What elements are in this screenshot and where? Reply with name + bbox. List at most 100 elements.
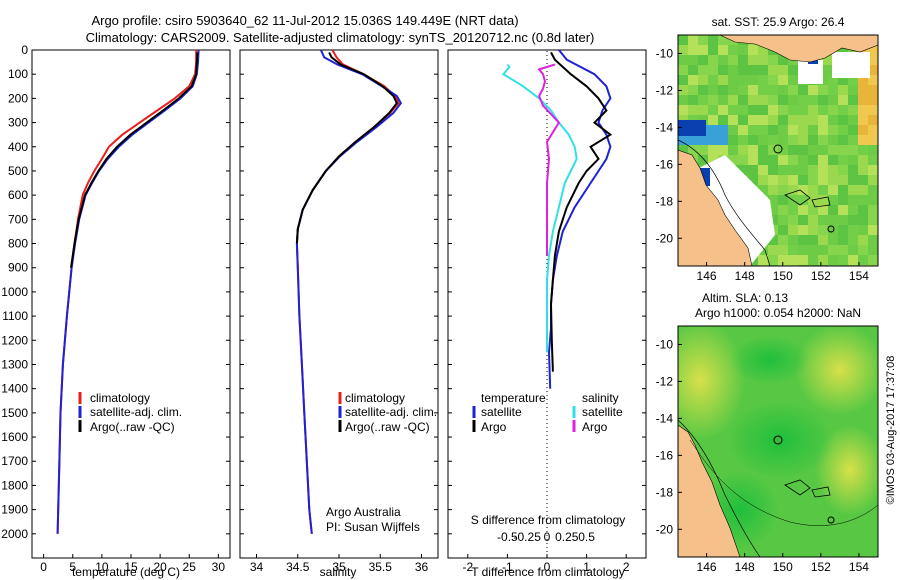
sst-grid-cell [848,155,858,165]
sst-grid-cell [768,65,778,75]
depth-tick-label: 500 [8,164,28,178]
sst-grid-cell [678,35,688,45]
sla-contour [678,419,761,557]
sst-grid-cell [798,135,808,145]
sst-grid-cell [678,95,688,105]
sst-grid-cell [858,135,868,145]
sst-grid-cell [748,55,758,65]
sst-grid-cell [788,245,798,255]
sst-grid-cell [688,35,698,45]
sst-grid-cell [858,245,868,255]
sst-grid-cell [848,195,858,205]
sst-grid-cell [858,255,868,265]
sst-grid-cell [788,65,798,75]
sst-grid-cell [748,75,758,85]
sst-grid-cell [718,65,728,75]
sst-grid-cell [758,75,768,85]
sst-grid-cell [738,85,748,95]
depth-tick-label: 800 [8,237,28,251]
sst-grid-cell [768,155,778,165]
sst-grid-cell [758,85,768,95]
sst-grid-cell [798,225,808,235]
sst-grid-cell [698,95,708,105]
sst-grid-cell [698,45,708,55]
sst-grid-cell [818,105,828,115]
depth-tick-label: 1600 [1,430,28,444]
sst-grid-cell [818,225,828,235]
sst-reef-patch [784,189,831,208]
sst-grid-cell [778,85,788,95]
depth-tick-label: 1500 [1,406,28,420]
salinity-lines [295,50,403,534]
sst-grid-cell [808,105,818,115]
sst-grid-cell [858,85,868,95]
sst-grid-cell [758,245,768,255]
depth-tick-label: 1000 [1,285,28,299]
sst-grid-cell [868,195,878,205]
sst-grid-cell [728,115,738,125]
sst-grid-cell [868,105,878,115]
sst-cold-cells [678,120,706,136]
argo-australia-annotation: Argo Australia [326,505,401,519]
map-y-tick-label: -10 [656,46,674,60]
sst-grid-cell [868,115,878,125]
sst-grid-cell [838,245,848,255]
sst-grid-cell [788,235,798,245]
series-line-satellite-adj-clim- [56,50,200,534]
sst-grid-cell [718,75,728,85]
sst-grid-cell [748,125,758,135]
sst-grid-cell [848,225,858,235]
sst-grid-cell [778,125,788,135]
sst-grid-cell [798,115,808,125]
sst-grid-cell [848,245,858,255]
depth-tick-label: 200 [8,91,28,105]
sst-grid-cell [858,175,868,185]
sst-grid-cell [868,55,878,65]
sst-grid-cell [698,145,708,155]
sst-grid-cell [758,115,768,125]
sst-grid-cell [728,95,738,105]
sst-grid-cell [738,145,748,155]
depth-tick-label: 600 [8,188,28,202]
sst-grid-cell [708,125,718,135]
sst-grid-cell [838,205,848,215]
sst-grid-cell [738,45,748,55]
sst-grid-cell [828,85,838,95]
legend-header-temperature: temperature [481,391,546,405]
sst-grid-cell [818,95,828,105]
sst-grid-cell [798,195,808,205]
difference-lines [501,50,613,389]
map-y-tick-label: -14 [656,120,674,134]
sst-grid-cell [848,175,858,185]
sla-contour [689,439,878,526]
sst-grid-cell [728,155,738,165]
sst-grid-cell [788,215,798,225]
sst-grid-cell [738,75,748,85]
sst-grid-cell [768,255,778,265]
sst-grid-cell [868,175,878,185]
x-tick-label: 30 [212,560,226,574]
sst-grid-cell [788,75,798,85]
x-tick-label: 35.5 [369,560,393,574]
sst-grid-cell [798,175,808,185]
sst-grid-cell [828,185,838,195]
sst-grid-cell [858,155,868,165]
sst-grid-cell [748,155,758,165]
sst-grid-cell [688,105,698,115]
sst-grid-cell [798,165,808,175]
map-y-tick-label: -14 [656,411,674,425]
sst-grid-cell [728,75,738,85]
sst-grid-cell [838,145,848,155]
sst-grid-cell [788,85,798,95]
sst-grid-cell [828,165,838,175]
sst-grid-cell [778,255,788,265]
sst-grid-cell [858,205,868,215]
sst-grid-cell [868,65,878,75]
sst-grid-cell [798,85,808,95]
legend-label-satellite: satellite-adj. clim. [90,405,182,419]
sst-grid-cell [758,175,768,185]
sst-grid-cell [838,215,848,225]
legend-label-t-satellite: satellite [481,405,522,419]
x-tick-label: 25 [183,560,197,574]
sst-grid-cell [698,55,708,65]
